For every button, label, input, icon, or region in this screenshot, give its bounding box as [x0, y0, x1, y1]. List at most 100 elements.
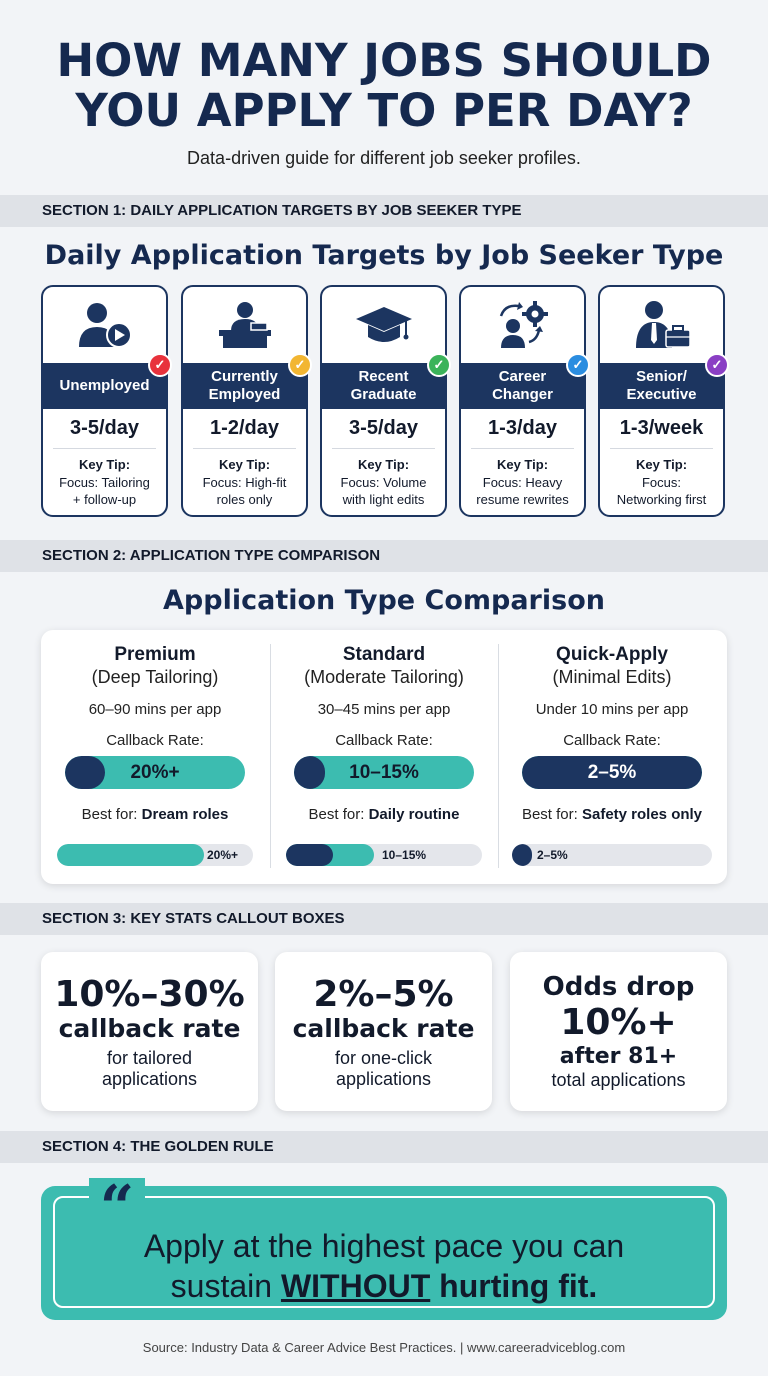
quote-emphasis: WITHOUT	[280, 1268, 431, 1304]
card-title-line2: Changer	[492, 386, 553, 403]
graduation-cap-icon	[355, 307, 412, 342]
column-name: Premium	[114, 644, 196, 665]
best-for-prefix: Best for:	[521, 806, 582, 823]
card-title-line1: Currently	[211, 368, 278, 385]
golden-rule-box: “ Apply at the highest pace you can sust…	[41, 1178, 727, 1320]
best-for-prefix: Best for:	[308, 806, 369, 823]
divider	[498, 644, 499, 868]
best-for: Best for: Dream roles	[41, 806, 269, 823]
column-sub: (Moderate Tailoring)	[304, 667, 464, 687]
card-currently-employed: Currently Employed ✓ 1-2/day Key Tip: Fo…	[181, 285, 312, 517]
card-title-line2: Graduate	[350, 386, 417, 403]
stat-label-top: Odds drop	[542, 972, 695, 1002]
pill-text: 2–5%	[587, 762, 637, 783]
mini-bar-label: 10–15%	[382, 848, 427, 862]
card-title-line1: Recent	[358, 368, 409, 385]
best-for: Best for: Daily routine	[270, 806, 498, 823]
card-tip-heading: Key Tip:	[357, 457, 410, 472]
card-rate: 3-5/day	[53, 417, 156, 449]
check-icon: ✓	[705, 353, 729, 377]
mini-bar-fill	[57, 844, 204, 866]
card-tip-line1: Focus: High-fit	[202, 475, 287, 490]
section-1-heading: Daily Application Targets by Job Seeker …	[44, 240, 724, 271]
section-3-bar: SECTION 3: KEY STATS CALLOUT BOXES	[0, 903, 768, 935]
best-for: Best for: Safety roles only	[498, 806, 726, 823]
stat-box-one-click: 2%–5% callback rate for one-click applic…	[275, 952, 492, 1111]
stat-desc: total applications	[551, 1070, 686, 1090]
mini-bar-label: 2–5%	[537, 848, 568, 862]
check-icon: ✓	[148, 353, 172, 377]
card-career-changer: Career Changer ✓ 1-3/day Key Tip: Focus:…	[459, 285, 590, 517]
best-for-value: Safety roles only	[581, 806, 703, 823]
stat-desc-line2: applications	[101, 1069, 198, 1089]
mini-bar: 20%+	[57, 844, 253, 866]
stat-label: after 81+	[559, 1044, 678, 1069]
person-gear-icon	[499, 301, 548, 348]
callback-pill: 20%+	[65, 756, 245, 789]
callback-label: Callback Rate:	[106, 732, 204, 749]
card-title-line2: Executive	[626, 386, 697, 403]
stat-desc-line2: applications	[335, 1069, 432, 1089]
column-sub: (Deep Tailoring)	[91, 667, 219, 687]
stat-desc-line1: for one-click	[334, 1048, 433, 1068]
best-for-value: Daily routine	[368, 806, 460, 823]
divider	[270, 644, 271, 868]
callback-label: Callback Rate:	[563, 732, 661, 749]
card-tip-line2: roles only	[216, 492, 273, 507]
card-tip-line1: Focus: Volume	[340, 475, 427, 490]
column-name: Standard	[342, 644, 426, 665]
card-rate: 1-3/day	[471, 417, 574, 449]
section-2-bar: SECTION 2: APPLICATION TYPE COMPARISON	[0, 540, 768, 572]
card-unemployed: Unemployed ✓ 3-5/day Key Tip: Focus: Tai…	[41, 285, 172, 517]
card-rate: 3-5/day	[332, 417, 435, 449]
card-tip-heading: Key Tip:	[218, 457, 271, 472]
title-line-2: YOU APPLY TO PER DAY?	[75, 84, 693, 137]
quote-pre: sustain	[170, 1268, 281, 1304]
column-time: 60–90 mins per app	[88, 701, 222, 718]
card-tip-line1: Focus: Heavy	[482, 475, 563, 490]
mini-bar-fill-dark	[286, 844, 334, 866]
pill-fill	[294, 756, 325, 789]
column-time: Under 10 mins per app	[535, 701, 689, 718]
stat-value: 2%–5%	[313, 974, 454, 1015]
section-2-heading: Application Type Comparison	[163, 585, 605, 616]
card-tip-line1: Focus: Tailoring	[59, 475, 150, 490]
stat-label: callback rate	[292, 1014, 475, 1043]
callback-pill: 10–15%	[294, 756, 474, 789]
card-tip-line2: with light edits	[342, 492, 425, 507]
golden-rule-text: Apply at the highest pace you can sustai…	[55, 1226, 713, 1306]
pill-text: 10–15%	[349, 762, 419, 783]
check-icon: ✓	[288, 353, 312, 377]
check-icon: ✓	[427, 353, 451, 377]
card-tip-heading: Key Tip:	[496, 457, 549, 472]
pill-fill	[65, 756, 105, 789]
stat-box-tailored: 10%–30% callback rate for tailored appli…	[41, 952, 258, 1111]
column-premium: Premium (Deep Tailoring) 60–90 mins per …	[41, 630, 269, 884]
section-1-bar: SECTION 1: DAILY APPLICATION TARGETS BY …	[0, 195, 768, 227]
stat-desc-line1: for tailored	[106, 1048, 193, 1068]
card-tip-line2: Networking first	[616, 492, 707, 507]
card-title-line1: Senior/	[636, 368, 687, 385]
callback-pill: 2–5%	[522, 756, 702, 789]
section-4-bar: SECTION 4: THE GOLDEN RULE	[0, 1131, 768, 1163]
best-for-value: Dream roles	[141, 806, 229, 823]
mini-bar-fill	[512, 844, 532, 866]
callback-label: Callback Rate:	[335, 732, 433, 749]
card-tip-line2: resume rewrites	[476, 492, 569, 507]
column-name: Quick-Apply	[556, 644, 668, 665]
check-icon: ✓	[566, 353, 590, 377]
stat-value: 10%–30%	[54, 974, 245, 1015]
best-for-prefix: Best for:	[81, 806, 142, 823]
card-rate: 1-3/week	[610, 417, 713, 449]
card-title-line2: Employed	[208, 386, 281, 403]
page-title: HOW MANY JOBS SHOULD YOU APPLY TO PER DA…	[0, 36, 768, 136]
card-tip-line2: + follow-up	[72, 492, 137, 507]
pill-text: 20%+	[130, 762, 180, 783]
card-rate: 1-2/day	[193, 417, 296, 449]
mini-bar: 2–5%	[512, 844, 712, 866]
column-time: 30–45 mins per app	[317, 701, 451, 718]
person-desk-icon	[218, 302, 271, 348]
card-title-line1: Unemployed	[59, 377, 150, 394]
page-subtitle: Data-driven guide for different job seek…	[187, 148, 581, 168]
source-footer: Source: Industry Data & Career Advice Be…	[142, 1340, 626, 1355]
